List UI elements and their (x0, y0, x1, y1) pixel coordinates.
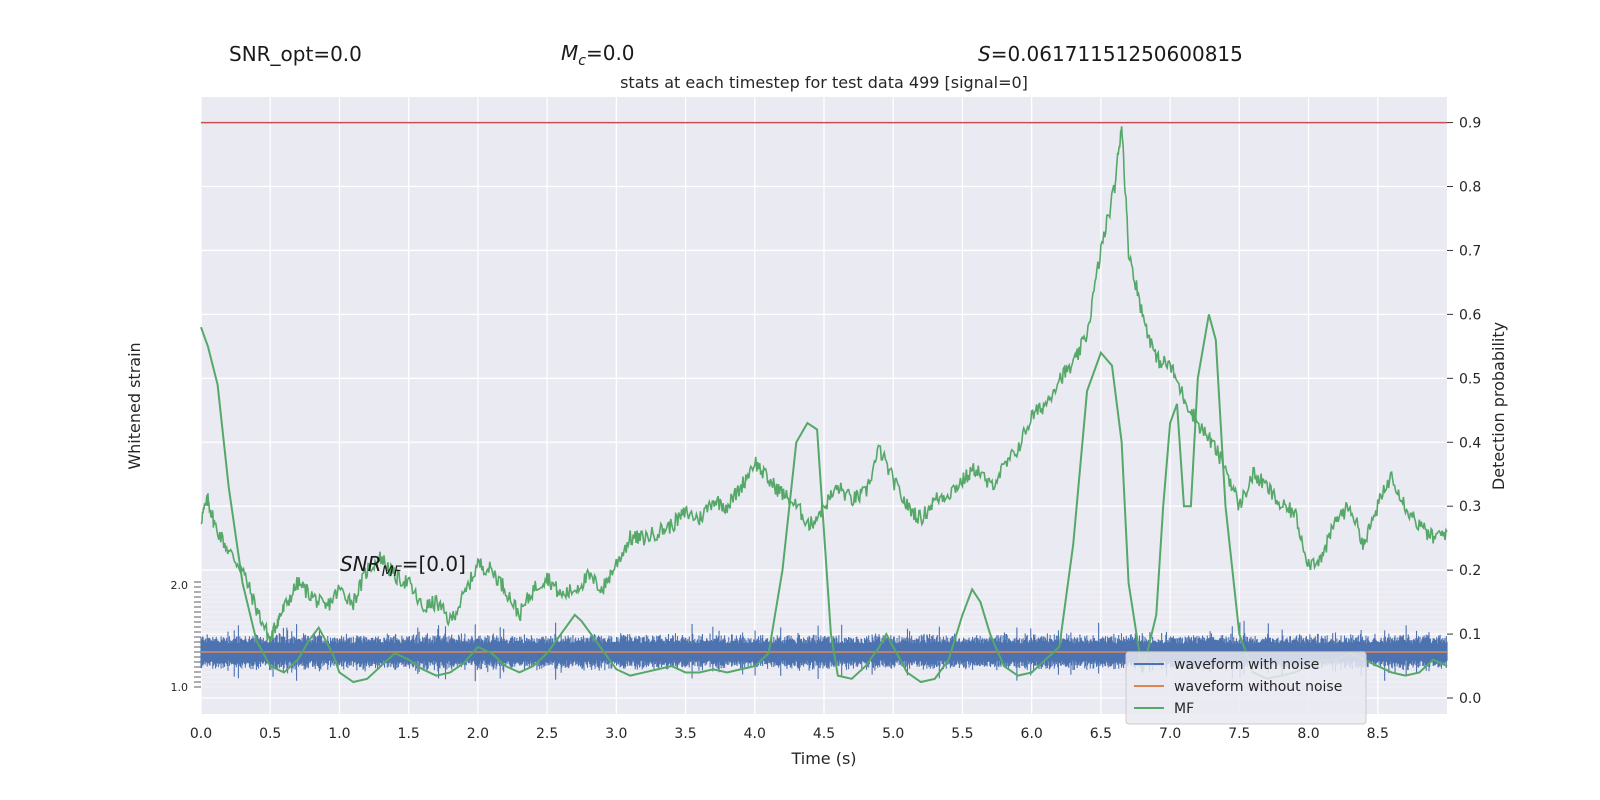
legend-noise-label: waveform with noise (1174, 657, 1319, 673)
x-tick-label: 0.0 (190, 726, 212, 742)
x-tick-label: 5.0 (882, 726, 904, 742)
left-tick-label: 1.0 (171, 681, 189, 694)
legend-box (1125, 651, 1367, 725)
legend-mf-label: MF (1174, 701, 1194, 717)
x-tick-label: 3.0 (605, 726, 627, 742)
x-tick-label: 1.5 (398, 726, 420, 742)
x-tick-label: 8.5 (1367, 726, 1389, 742)
mc-label: Mc=0.0 (561, 41, 635, 69)
right-tick-label: 0.5 (1459, 371, 1481, 387)
x-tick-label: 7.0 (1159, 726, 1181, 742)
x-axis-title: Time (s) (790, 749, 856, 768)
right-tick-label: 0.3 (1459, 499, 1481, 515)
x-tick-label: 4.0 (744, 726, 766, 742)
x-tick-label: 5.5 (951, 726, 973, 742)
snr-mf-symbol: SNR (340, 552, 382, 576)
snr-opt-label: SNR_opt=0.0 (229, 42, 362, 66)
right-tick-label: 0.0 (1459, 691, 1481, 707)
left-axis-title: Whitened strain (125, 342, 144, 469)
mc-symbol: M (561, 41, 578, 65)
right-tick-label: 0.1 (1459, 627, 1481, 643)
right-tick-label: 0.7 (1459, 243, 1481, 259)
x-tick-label: 1.0 (328, 726, 350, 742)
x-tick-label: 8.0 (1297, 726, 1319, 742)
right-axis-title: Detection probability (1489, 322, 1508, 490)
mf-series-line (200, 314, 1448, 684)
mc-value: =0.0 (586, 41, 635, 65)
s-value: =0.06171151250600815 (991, 42, 1243, 66)
x-tick-label: 6.0 (1021, 726, 1043, 742)
x-tick-label: 6.5 (1090, 726, 1112, 742)
left-axis-tick-labels: 2.0 1.0 (171, 579, 189, 694)
chart-title: stats at each timestep for test data 499… (620, 73, 1028, 92)
right-tick-label: 0.9 (1459, 116, 1481, 132)
legend: waveform with noise waveform without noi… (1125, 651, 1367, 725)
x-tick-label: 2.0 (467, 726, 489, 742)
legend-clean-label: waveform without noise (1174, 679, 1342, 695)
right-tick-label: 0.4 (1459, 435, 1481, 451)
left-tick-label: 2.0 (171, 579, 189, 592)
snr-mf-value: =[0.0] (402, 552, 466, 576)
snr-mf-subscript: MF (382, 564, 403, 580)
x-tick-label: 4.5 (813, 726, 835, 742)
s-label: S=0.06171151250600815 (978, 42, 1243, 66)
mc-subscript: c (578, 53, 586, 69)
right-tick-label: 0.8 (1459, 180, 1481, 196)
right-tick-label: 0.6 (1459, 307, 1481, 323)
right-tick-label: 0.2 (1459, 563, 1481, 579)
s-symbol: S (978, 42, 991, 66)
snr-mf-annotation: SNRMF=[0.0] (340, 552, 466, 580)
right-axis-tick-labels: 0.0 0.1 0.2 0.3 0.4 0.5 0.6 0.7 0.8 0.9 (1447, 116, 1481, 707)
x-tick-label: 3.5 (674, 726, 696, 742)
x-tick-label: 2.5 (536, 726, 558, 742)
x-tick-label: 7.5 (1228, 726, 1250, 742)
x-tick-label: 0.5 (259, 726, 281, 742)
x-axis-tick-labels: 0.0 0.5 1.0 1.5 2.0 2.5 3.0 3.5 4.0 4.5 5.0 5.5 6.0 6… (190, 726, 1389, 742)
detection-probability-line (200, 126, 1448, 643)
